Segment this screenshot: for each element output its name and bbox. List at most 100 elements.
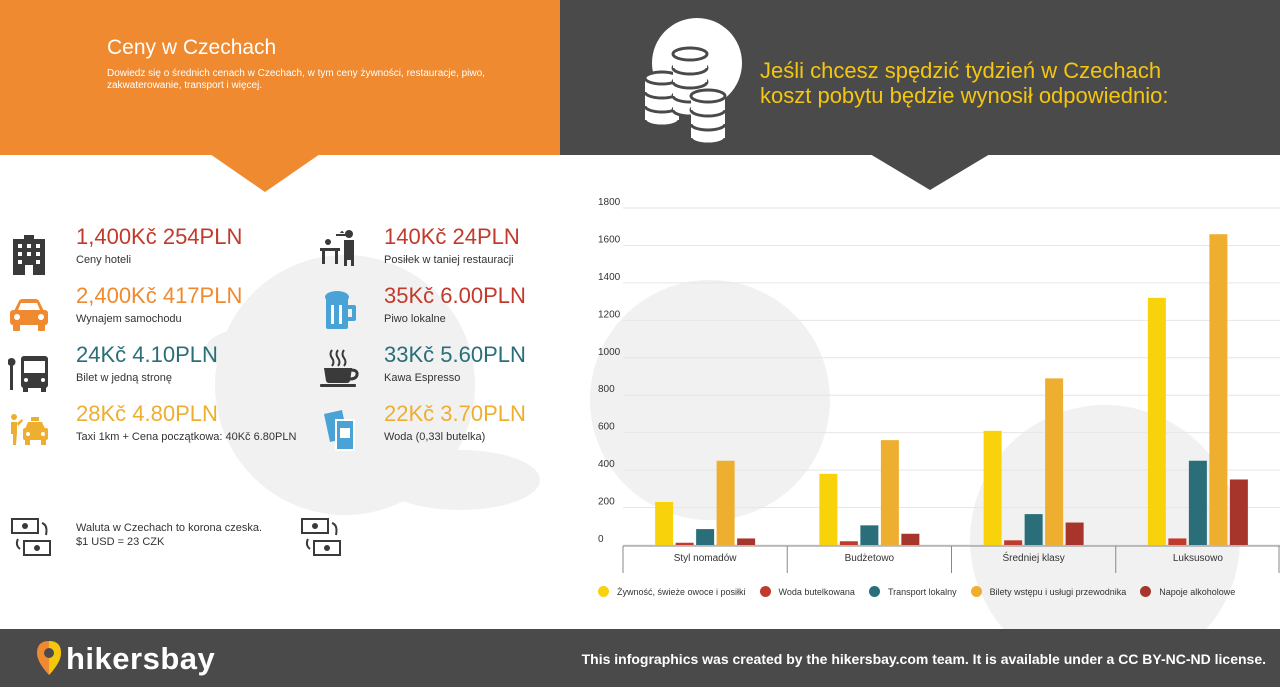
price-value: 33Kč 5.60PLN	[384, 342, 526, 367]
price-label: Kawa Espresso	[384, 372, 461, 384]
legend-label: Bilety wstępu i usługi przewodnika	[989, 586, 1127, 597]
currency-line-2: $1 USD = 23 CZK	[76, 536, 165, 548]
price-value: 22Kč 3.70PLN	[384, 401, 526, 426]
beer-mug-icon	[325, 291, 356, 329]
y-tick-label: 200	[598, 497, 615, 508]
price-label: Wynajem samochodu	[76, 313, 182, 325]
coffee-cup-icon	[320, 349, 359, 387]
page-subtitle: Dowiedz się o średnich cenach w Czechach…	[107, 68, 485, 91]
location-pin-icon	[37, 641, 61, 675]
bar	[1024, 514, 1043, 545]
price-item-bus-ticket: 24Kč 4.10PLN Bilet w jedną stronę	[76, 342, 218, 384]
bar	[1168, 538, 1187, 545]
header-left-panel	[0, 0, 560, 155]
header-right-notch	[870, 154, 990, 190]
x-tick-label: Budżetowo	[845, 553, 895, 564]
price-value: 2,400Kč 417PLN	[76, 283, 243, 308]
y-tick-label: 1200	[598, 309, 621, 320]
bar	[901, 533, 920, 545]
header-left-notch	[210, 154, 320, 192]
legend-swatch	[970, 586, 982, 597]
x-tick-label: Luksusowo	[1173, 553, 1223, 564]
bar	[880, 440, 899, 545]
price-value: 140Kč 24PLN	[384, 224, 520, 249]
price-label: Woda (0,33l butelka)	[384, 431, 486, 443]
y-tick-label: 1400	[598, 272, 621, 283]
price-item-hotel: 1,400Kč 254PLN Ceny hoteli	[76, 224, 242, 266]
legend-swatch	[868, 586, 880, 597]
bar	[860, 525, 879, 545]
price-value: 24Kč 4.10PLN	[76, 342, 218, 367]
cost-bar-chart: 0 200 400 600 800 1000 1200 1400 1600 1800 Styl no…	[598, 197, 1280, 573]
bar	[839, 541, 858, 545]
y-tick-label: 1800	[598, 197, 621, 208]
legend-item: Transport lokalny	[868, 586, 957, 597]
coin-stacks-icon	[643, 46, 727, 146]
price-value: 1,400Kč 254PLN	[76, 224, 243, 249]
car-icon	[10, 299, 48, 331]
legend-item: Woda butelkowana	[759, 586, 855, 597]
legend-label: Żywność, świeże owoce i posiłki	[617, 586, 746, 597]
y-tick-label: 0	[598, 534, 604, 545]
legend-label: Transport lokalny	[887, 586, 957, 597]
bar	[1045, 378, 1064, 545]
price-item-taxi: 28Kč 4.80PLN Taxi 1km + Cena początkowa:…	[76, 401, 301, 443]
price-label: Taxi 1km + Cena początkowa: 40Kč 6.80PLN	[76, 431, 297, 443]
taxi-icon	[11, 414, 48, 445]
price-label: Piwo lokalne	[384, 313, 446, 325]
chart-legend: Żywność, świeże owoce i posiłki Woda bute…	[598, 586, 1249, 597]
license-note: This infographics was created by the hik…	[581, 651, 1266, 667]
bar	[737, 538, 756, 545]
headline: Jeśli chcesz spędzić tydzień w Czechach …	[760, 58, 1168, 108]
bar	[696, 529, 715, 545]
water-bottle-icon	[324, 410, 355, 451]
x-tick-label: Styl nomadów	[674, 553, 738, 564]
bar	[1229, 479, 1248, 545]
price-item-local-beer: 35Kč 6.00PLN Piwo lokalne	[384, 283, 526, 325]
price-item-water: 22Kč 3.70PLN Woda (0,33l butelka)	[384, 401, 526, 443]
brand-logo: hikersbay	[66, 641, 216, 676]
legend-swatch	[759, 586, 771, 597]
currency-exchange-icon	[11, 518, 51, 556]
y-tick-label: 1000	[598, 347, 621, 358]
price-label: Posiłek w taniej restauracji	[384, 254, 514, 266]
legend-swatch	[598, 586, 609, 597]
page-title: Ceny w Czechach	[107, 36, 277, 59]
y-tick-label: 1600	[598, 234, 621, 245]
headline-line-2: koszt pobytu będzie wynosił odpowiednio:	[760, 83, 1169, 108]
bar	[819, 473, 838, 545]
price-value: 28Kč 4.80PLN	[76, 401, 218, 426]
y-tick-label: 800	[598, 384, 615, 395]
currency-line-1: Waluta w Czechach to korona czeska.	[76, 522, 263, 534]
y-tick-label: 400	[598, 459, 615, 470]
legend-item: Bilety wstępu i usługi przewodnika	[970, 586, 1127, 597]
legend-item: Żywność, świeże owoce i posiłki	[598, 586, 746, 597]
headline-line-1: Jeśli chcesz spędzić tydzień w Czechach	[760, 58, 1162, 83]
currency-info: Waluta w Czechach to korona czeska. $1 U…	[76, 521, 262, 549]
price-item-car-rental: 2,400Kč 417PLN Wynajem samochodu	[76, 283, 242, 325]
x-tick-label: Średniej klasy	[1002, 551, 1064, 564]
price-item-espresso: 33Kč 5.60PLN Kawa Espresso	[384, 342, 526, 384]
bar	[675, 542, 694, 545]
bar	[655, 501, 674, 545]
legend-label: Napoje alkoholowe	[1159, 586, 1236, 597]
bar	[1147, 297, 1166, 545]
legend-label: Woda butelkowana	[778, 586, 855, 597]
legend-item: Napoje alkoholowe	[1140, 586, 1235, 597]
waiter-icon	[320, 230, 354, 266]
bar	[1209, 234, 1228, 545]
price-value: 35Kč 6.00PLN	[384, 283, 526, 308]
bus-icon	[8, 356, 48, 392]
currency-exchange-icon	[301, 518, 341, 556]
legend-swatch	[1140, 586, 1152, 597]
y-tick-label: 600	[598, 422, 615, 433]
price-item-cheap-meal: 140Kč 24PLN Posiłek w taniej restauracji	[384, 224, 520, 266]
bar	[983, 430, 1002, 545]
bar	[1065, 522, 1084, 545]
price-label: Ceny hoteli	[76, 254, 132, 266]
price-label: Bilet w jedną stronę	[76, 372, 172, 384]
footer: hikersbay This infographics was created …	[0, 629, 1280, 687]
bar	[1004, 540, 1023, 545]
hotel-building-icon	[13, 235, 45, 275]
bar	[716, 460, 735, 545]
